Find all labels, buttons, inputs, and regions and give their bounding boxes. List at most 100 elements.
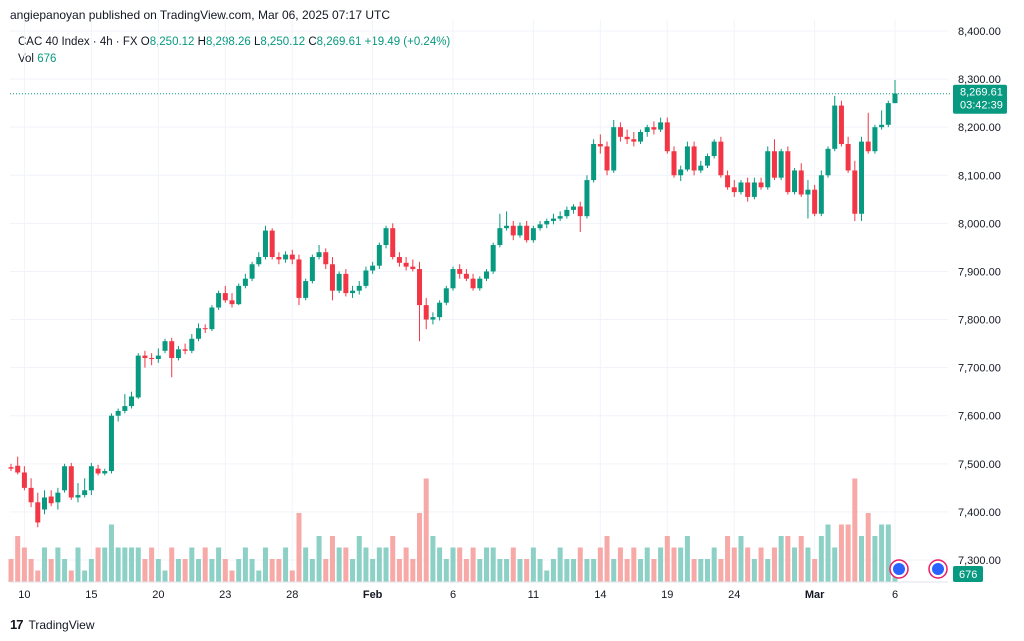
y-tick-label: 7,600.00 [958, 411, 1001, 423]
volume-badge [953, 566, 983, 582]
volume-bar [557, 547, 563, 582]
candle-body [189, 338, 195, 351]
candle-body [550, 218, 556, 221]
volume-bar [256, 570, 262, 582]
candle-body [832, 105, 838, 149]
volume-bar [35, 570, 41, 582]
volume-bar [457, 547, 463, 582]
candle-body [812, 189, 818, 214]
volume-bar [718, 559, 724, 582]
candle-body [510, 225, 516, 236]
y-tick-label: 7,500.00 [958, 459, 1001, 471]
candle-body [651, 127, 657, 130]
volume-bar [329, 536, 335, 582]
volume-bar [731, 547, 737, 582]
candle-body [771, 151, 777, 178]
volume-bar [805, 547, 811, 582]
open-label: O [140, 36, 150, 48]
last-price-badge [953, 84, 1007, 114]
volume-bar [490, 547, 496, 582]
symbol-name: CAC 40 Index · 4h · FX [18, 36, 138, 48]
candle-body [182, 349, 188, 351]
candle-body [88, 466, 94, 491]
candle-body [289, 254, 295, 260]
volume-value: 676 [37, 53, 57, 65]
x-tick-label: 11 [528, 589, 539, 601]
candle-body [792, 170, 798, 193]
volume-bar [544, 570, 550, 582]
volume-bar [584, 559, 590, 582]
candle-body [41, 497, 47, 510]
candle-body [296, 259, 302, 298]
volume-bar [283, 547, 289, 582]
volume-bar [95, 547, 101, 582]
candle-body [457, 269, 463, 274]
ohlc-row: CAC 40 Index · 4h · FX O8,250.12 H8,298.… [18, 34, 450, 50]
volume-bar [162, 570, 168, 582]
volume-bar [222, 559, 228, 582]
volume-bar [209, 559, 215, 582]
volume-bar [631, 547, 637, 582]
volume-bar [885, 524, 891, 582]
candle-body [624, 136, 630, 140]
candle-body [102, 471, 108, 474]
volume-bar [296, 513, 302, 582]
candle-body [751, 182, 757, 197]
candle-body [604, 146, 610, 171]
candle-body [269, 230, 275, 258]
candle-body [309, 257, 315, 282]
candle-body [644, 127, 650, 132]
volume-bar [798, 536, 804, 582]
volume-bar [383, 547, 389, 582]
volume-bar [216, 547, 222, 582]
volume-bar [236, 559, 242, 582]
volume-bar [21, 547, 27, 582]
event-icon-1[interactable] [889, 559, 909, 579]
volume-bar [115, 547, 121, 582]
volume-bar [838, 524, 844, 582]
volume-bar [363, 547, 369, 582]
price-axis[interactable]: 8,400.00 8,300.00 8,200.00 8,100.00 8,000.00… [958, 26, 1001, 567]
volume-bar [390, 536, 396, 582]
y-tick-label: 8,300.00 [958, 74, 1001, 86]
candle-body [403, 262, 409, 267]
event-icon-2[interactable] [928, 559, 948, 579]
candles [8, 80, 898, 528]
volume-bar [68, 570, 74, 582]
volume-bar [437, 547, 443, 582]
candle-body [852, 170, 858, 214]
volume-bar [785, 536, 791, 582]
volume-bar [142, 559, 148, 582]
candle-body [859, 141, 865, 214]
x-tick-label: 10 [18, 589, 30, 601]
candle-body [658, 122, 664, 130]
volume-bar [825, 524, 831, 582]
candle-body [765, 151, 771, 188]
volume-bar [102, 547, 108, 582]
volume-bar [323, 559, 329, 582]
volume-bar [169, 547, 175, 582]
tradingview-footer[interactable]: 17 TradingView [10, 617, 95, 632]
volume-bar [28, 559, 34, 582]
volume-bar [62, 559, 68, 582]
volume-label: Vol [18, 53, 34, 65]
volume-bar [865, 513, 871, 582]
candle-body [664, 122, 670, 152]
candle-body [443, 288, 449, 303]
volume-bar [845, 524, 851, 582]
candle-body [838, 105, 844, 145]
candle-body [155, 355, 161, 359]
candle-body [35, 502, 41, 523]
volume-bar [597, 547, 603, 582]
volume-bar [738, 536, 744, 582]
candle-body [21, 472, 27, 488]
time-axis[interactable]: 10 15 20 23 28 Feb 6 11 14 19 24 Mar 6 [10, 581, 948, 601]
volume-bar [832, 547, 838, 582]
volume-bar [356, 536, 362, 582]
candle-body [745, 182, 751, 197]
candle-body [376, 245, 382, 266]
volume-bar [638, 559, 644, 582]
candle-body [638, 131, 644, 142]
volume-bar [604, 536, 610, 582]
